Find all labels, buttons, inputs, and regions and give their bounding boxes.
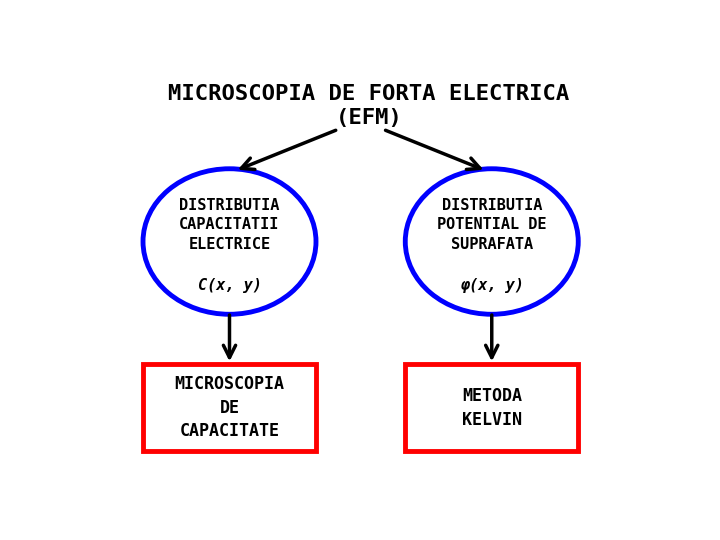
Text: DISTRIBUTIA
CAPACITATII
ELECTRICE: DISTRIBUTIA CAPACITATII ELECTRICE: [179, 198, 279, 252]
Text: MICROSCOPIA
DE
CAPACITATE: MICROSCOPIA DE CAPACITATE: [174, 375, 284, 441]
Ellipse shape: [143, 169, 316, 314]
Text: C(x, y): C(x, y): [197, 278, 261, 293]
Text: METODA
KELVIN: METODA KELVIN: [462, 387, 522, 429]
FancyBboxPatch shape: [405, 364, 578, 451]
Ellipse shape: [405, 169, 578, 314]
Text: φ(x, y): φ(x, y): [460, 278, 523, 293]
FancyBboxPatch shape: [143, 364, 316, 451]
Text: DISTRIBUTIA
POTENTIAL DE
SUPRAFATA: DISTRIBUTIA POTENTIAL DE SUPRAFATA: [437, 198, 546, 252]
Text: MICROSCOPIA DE FORTA ELECTRICA
(EFM): MICROSCOPIA DE FORTA ELECTRICA (EFM): [168, 84, 570, 129]
